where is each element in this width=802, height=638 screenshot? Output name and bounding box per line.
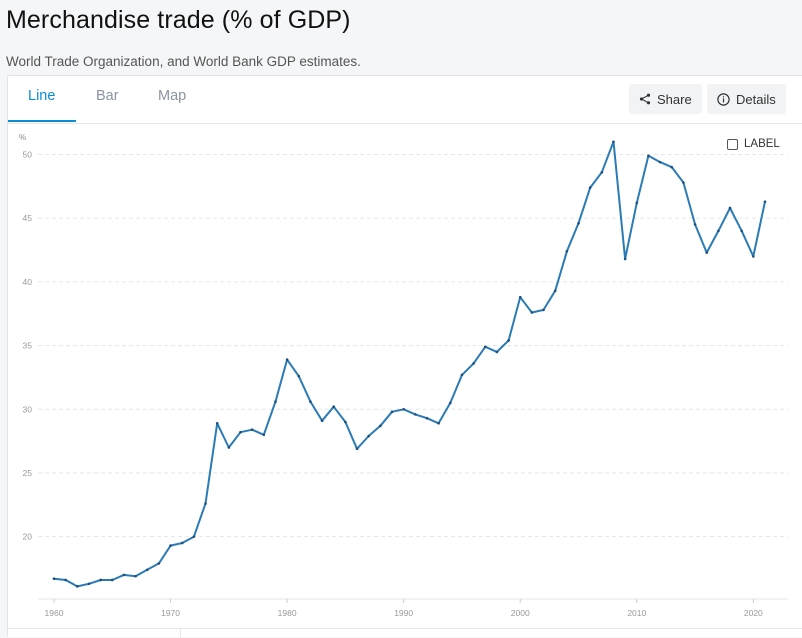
x-tick-label: 2020 xyxy=(744,608,763,618)
line-chart: % 20 25 30 35 40 45 50 1960 1970 1980 1990 2000 2010 2… xyxy=(19,133,788,618)
share-icon xyxy=(639,93,651,105)
y-tick-label: 35 xyxy=(23,341,33,351)
data-point xyxy=(227,446,231,449)
y-tick-label: 45 xyxy=(23,213,33,223)
data-point xyxy=(553,289,557,293)
data-point xyxy=(717,229,720,233)
data-point xyxy=(483,345,487,349)
label-toggle-text: LABEL xyxy=(744,138,780,150)
data-point xyxy=(763,200,767,203)
data-point xyxy=(297,374,301,378)
data-point xyxy=(565,250,569,253)
x-tick-label: 1980 xyxy=(278,608,297,618)
y-tick-label: 30 xyxy=(23,404,33,414)
data-point xyxy=(448,401,452,405)
data-point xyxy=(507,339,510,342)
footer-divider xyxy=(8,628,802,629)
data-point xyxy=(169,544,172,547)
data-point xyxy=(658,160,662,164)
data-point xyxy=(367,434,371,438)
x-tick-label: 1990 xyxy=(394,608,413,618)
tab-line[interactable]: Line xyxy=(28,88,56,104)
y-tick-label: 20 xyxy=(23,532,33,542)
details-button[interactable]: Details xyxy=(707,84,786,114)
data-point xyxy=(612,140,615,144)
x-tick-label: 2000 xyxy=(511,608,530,618)
data-point xyxy=(309,400,312,403)
data-point xyxy=(344,420,347,424)
data-point xyxy=(355,447,359,451)
data-point xyxy=(99,578,102,582)
x-tick-label: 1960 xyxy=(45,608,64,618)
data-point xyxy=(647,154,650,158)
data-point xyxy=(728,206,732,210)
data-point xyxy=(495,350,499,354)
y-tick-label: 40 xyxy=(23,277,33,287)
data-point xyxy=(623,257,627,261)
data-point xyxy=(635,201,639,205)
share-button[interactable]: Share xyxy=(629,84,702,114)
data-point xyxy=(320,419,324,423)
data-point xyxy=(285,358,289,361)
data-point xyxy=(740,229,743,233)
data-point xyxy=(542,308,545,312)
data-point xyxy=(76,585,79,588)
data-point xyxy=(402,407,405,411)
data-point xyxy=(518,295,522,299)
data-point xyxy=(414,413,417,416)
data-point xyxy=(239,430,242,434)
data-point xyxy=(390,410,394,414)
info-icon xyxy=(717,92,730,106)
x-tick-label: 1970 xyxy=(161,608,180,618)
data-point xyxy=(460,373,464,377)
data-point xyxy=(274,400,277,403)
data-point xyxy=(332,405,336,409)
data-point xyxy=(87,582,91,586)
label-toggle[interactable]: LABEL xyxy=(727,138,780,150)
series-line xyxy=(53,140,766,588)
data-point xyxy=(192,535,196,538)
data-point xyxy=(52,577,56,581)
details-label: Details xyxy=(736,91,776,107)
tab-bar[interactable]: Bar xyxy=(96,88,119,104)
data-point xyxy=(530,311,534,314)
data-point xyxy=(204,502,207,505)
data-point xyxy=(425,416,429,420)
data-point xyxy=(705,251,709,254)
data-point xyxy=(134,574,137,578)
data-point xyxy=(250,428,254,431)
chart-tabs: Line Bar Map Share Details xyxy=(8,76,802,124)
footer-separator xyxy=(180,628,181,638)
y-tick-label: 25 xyxy=(23,468,33,478)
data-point xyxy=(588,186,592,189)
data-point xyxy=(110,578,114,582)
data-point xyxy=(180,541,184,545)
data-point xyxy=(437,421,440,425)
data-point xyxy=(682,181,685,184)
data-point xyxy=(379,424,382,428)
data-point xyxy=(64,578,67,582)
data-point xyxy=(472,362,475,365)
data-point xyxy=(670,165,674,169)
data-point xyxy=(600,171,604,174)
active-tab-indicator xyxy=(8,120,76,122)
data-point xyxy=(693,223,697,226)
y-axis-unit: % xyxy=(19,133,26,142)
y-tick-label: 50 xyxy=(23,149,33,159)
page-subtitle: World Trade Organization, and World Bank… xyxy=(6,54,361,69)
data-point xyxy=(262,433,266,437)
tab-map[interactable]: Map xyxy=(158,88,187,104)
chart-card: Line Bar Map Share Details LABEL xyxy=(7,75,802,638)
data-point xyxy=(752,255,755,258)
share-label: Share xyxy=(657,91,692,107)
data-point xyxy=(157,562,161,565)
data-point xyxy=(145,568,149,572)
label-checkbox[interactable] xyxy=(727,138,738,150)
page-title: Merchandise trade (% of GDP) xyxy=(6,6,351,34)
data-point xyxy=(577,221,580,225)
x-tick-label: 2010 xyxy=(627,608,646,618)
data-point xyxy=(215,421,219,425)
data-point xyxy=(122,573,126,577)
